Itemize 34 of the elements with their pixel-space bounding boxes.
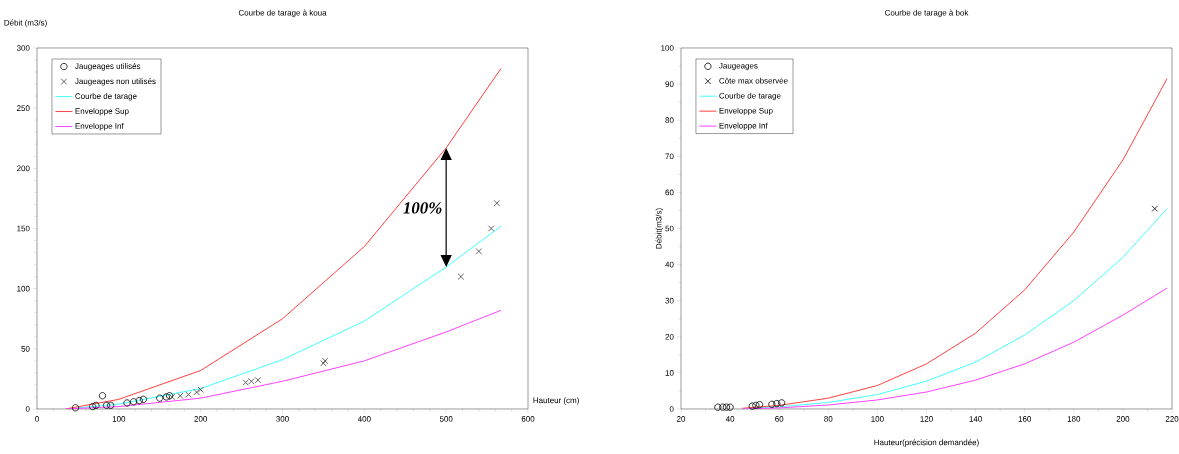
point [752, 401, 760, 409]
point [162, 393, 170, 401]
point [185, 391, 192, 398]
point [107, 401, 115, 409]
point [722, 403, 731, 411]
point [139, 395, 147, 403]
point [98, 392, 107, 400]
line-series [65, 309, 502, 409]
point [773, 399, 781, 408]
point [778, 399, 786, 407]
point [493, 200, 501, 207]
point [320, 360, 327, 367]
point [748, 402, 756, 410]
point [102, 401, 111, 409]
point [487, 225, 495, 232]
line-series [741, 287, 1168, 409]
point [321, 357, 329, 365]
point [177, 392, 184, 399]
point [89, 402, 97, 411]
point [197, 386, 204, 393]
point [135, 396, 143, 405]
annotation: 100% [403, 202, 442, 214]
point [457, 273, 465, 280]
point [726, 403, 734, 411]
point [129, 398, 138, 406]
point [71, 404, 80, 412]
point [123, 399, 131, 407]
point [1151, 205, 1159, 212]
point [193, 388, 200, 396]
point [156, 394, 164, 402]
point [714, 403, 722, 411]
point [755, 401, 764, 409]
point [768, 400, 776, 408]
point [475, 248, 483, 255]
